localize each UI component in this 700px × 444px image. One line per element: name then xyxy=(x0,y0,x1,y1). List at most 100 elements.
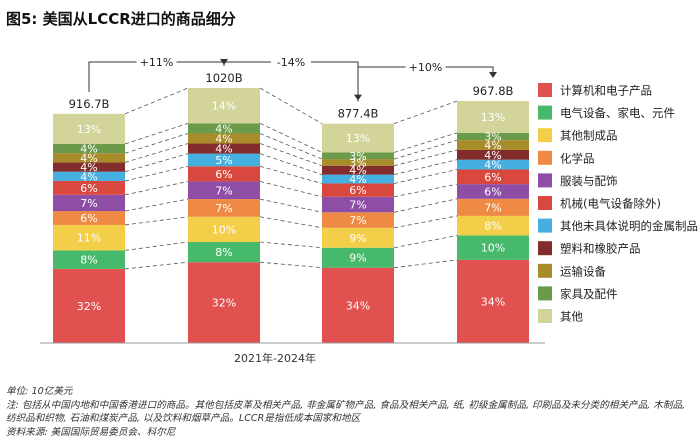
segment-value-label: 6% xyxy=(349,184,366,197)
bar-segment xyxy=(457,184,529,199)
bar-segment xyxy=(322,267,394,343)
bar-segment xyxy=(322,227,394,248)
segment-value-label: 4% xyxy=(80,170,97,183)
segment-value-label: 10% xyxy=(481,242,505,255)
connector-line xyxy=(393,159,458,175)
connector-line xyxy=(124,261,189,270)
footnotes: 单位: 10亿美元 注: 包括从中国内地和中国香港进口的商品。其他包括皮革及相关… xyxy=(6,385,696,439)
connector-line xyxy=(124,143,189,163)
connector-line xyxy=(124,241,189,251)
connector-line xyxy=(393,169,458,184)
change-label: +10% xyxy=(409,61,443,74)
segment-value-label: 10% xyxy=(212,223,236,236)
legend-entry-label: 化学品 xyxy=(560,151,595,165)
bar-total-label: 1020B xyxy=(205,71,242,85)
segment-value-label: 4% xyxy=(349,164,366,177)
segment-value-label: 8% xyxy=(215,246,232,259)
segment-value-label: 5% xyxy=(215,154,232,167)
connector-line xyxy=(259,181,323,198)
change-arrow xyxy=(489,72,497,79)
bar-segment xyxy=(457,101,529,133)
bar-segment xyxy=(457,259,529,343)
bar-total-label: 967.8B xyxy=(473,84,514,98)
segment-value-label: 7% xyxy=(349,214,366,227)
connector-line xyxy=(259,133,323,160)
bar-segment xyxy=(322,152,394,160)
bar-segment xyxy=(188,181,260,200)
segment-value-label: 13% xyxy=(77,123,101,136)
change-label: +11% xyxy=(140,56,174,69)
legend-entry-label: 服装与配饰 xyxy=(560,174,618,188)
segment-value-label: 4% xyxy=(215,133,232,146)
bar-segment xyxy=(53,194,125,212)
segment-value-label: 9% xyxy=(349,252,366,265)
legend-swatch xyxy=(538,196,552,210)
legend-entry-label: 其他制成品 xyxy=(560,129,618,143)
segment-value-label: 7% xyxy=(484,201,501,214)
bar-segment xyxy=(322,196,394,213)
bar-segment xyxy=(188,123,260,134)
legend-swatch xyxy=(538,128,552,143)
segment-value-label: 4% xyxy=(80,143,97,156)
bar-segment xyxy=(188,166,260,182)
segment-value-label: 6% xyxy=(80,212,97,225)
legend-entry-label: 计算机和电子产品 xyxy=(560,84,652,98)
chart-title: 图5: 美国从LCCR进口的商品细分 xyxy=(6,10,236,28)
connector-line xyxy=(393,183,458,198)
change-label-background xyxy=(271,54,311,69)
total-labels: 916.7B 1020B 877.4B 967.8B xyxy=(69,71,514,121)
connector-line xyxy=(259,153,323,175)
segment-value-label: 4% xyxy=(80,161,97,174)
x-axis-label: 2021年-2024年 xyxy=(234,351,316,365)
bar-segment xyxy=(188,216,260,243)
connector-line xyxy=(393,215,458,229)
connector-line xyxy=(124,216,189,226)
legend-entry-label: 运输设备 xyxy=(560,264,606,278)
segment-value-label: 4% xyxy=(215,143,232,156)
bar-segment xyxy=(457,169,529,185)
bar-segment xyxy=(53,268,125,343)
bar-segment xyxy=(53,143,125,154)
connector-line xyxy=(259,143,323,167)
bars xyxy=(53,88,529,343)
bar-segment xyxy=(53,171,125,181)
legend-entry-label: 机械(电气设备除外) xyxy=(560,197,661,211)
bar-segment xyxy=(188,143,260,154)
bar-segment xyxy=(457,149,529,160)
legend-entry-label: 塑料和橡胶产品 xyxy=(560,242,641,256)
segment-value-label: 32% xyxy=(212,297,236,310)
bar-segment xyxy=(322,159,394,166)
segment-value-label: 13% xyxy=(346,132,370,145)
connector-line xyxy=(393,198,458,213)
change-annotations: +11% -14% +10% xyxy=(88,54,497,102)
connector-line xyxy=(259,165,323,184)
bar-segment xyxy=(188,88,260,124)
bar-segment xyxy=(53,113,125,144)
segment-value-label: 4% xyxy=(80,152,97,165)
connector-line xyxy=(259,261,323,269)
bar-segment xyxy=(188,262,260,343)
connector-line xyxy=(124,87,189,115)
legend-swatch xyxy=(538,150,552,165)
bar-segment xyxy=(53,180,125,195)
connector-line xyxy=(393,139,458,160)
segment-value-label: 8% xyxy=(484,220,501,233)
segment-value-label: 6% xyxy=(80,182,97,195)
connector-line xyxy=(259,198,323,213)
segment-value-label: 6% xyxy=(215,168,232,181)
segment-value-label: 3% xyxy=(349,156,366,169)
bar-segment xyxy=(322,174,394,184)
bar-segment xyxy=(457,159,529,170)
connector-line xyxy=(393,149,458,167)
bar-total-label: 916.7B xyxy=(69,97,110,111)
bar-segment xyxy=(457,235,529,260)
segment-value-label: 7% xyxy=(349,199,366,212)
bar-segment xyxy=(188,199,260,217)
change-label-background xyxy=(405,59,446,74)
segment-value-label: 14% xyxy=(212,100,236,113)
segment-value-label: 3% xyxy=(349,150,366,163)
legend-swatch xyxy=(538,218,552,233)
connector-line xyxy=(393,259,458,269)
connector-line xyxy=(259,241,323,249)
legend-swatch xyxy=(538,309,552,323)
